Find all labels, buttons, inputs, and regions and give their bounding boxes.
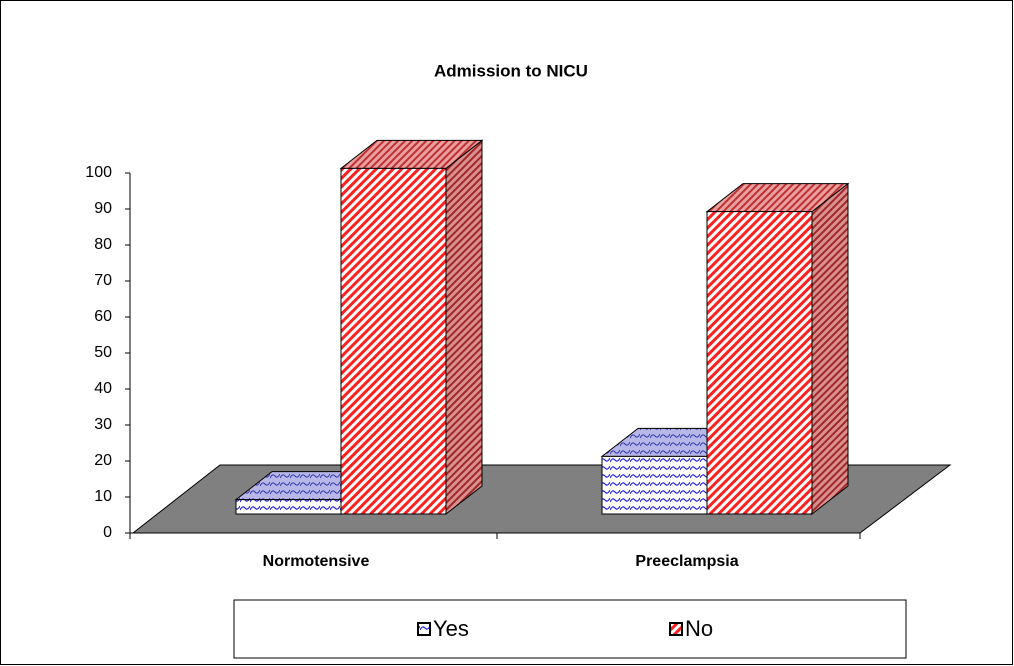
- bar: [340, 167, 447, 515]
- y-tick-label: 70: [94, 272, 112, 289]
- y-tick-label: 100: [85, 164, 112, 181]
- bar: [235, 499, 342, 515]
- legend-swatch: [417, 622, 431, 636]
- legend-label: No: [685, 616, 713, 641]
- y-tick-label: 50: [94, 344, 112, 361]
- y-tick-label: 40: [94, 380, 112, 397]
- y-tick-label: 20: [94, 452, 112, 469]
- chart-title: Admission to NICU: [434, 61, 588, 80]
- x-tick-label: Normotensive: [263, 553, 370, 570]
- y-tick-label: 80: [94, 236, 112, 253]
- bar-side: [445, 139, 483, 516]
- legend-swatch: [669, 622, 683, 636]
- legend: [233, 599, 907, 659]
- bar-side: [811, 182, 849, 516]
- y-tick-label: 90: [94, 200, 112, 217]
- x-tick-label: Preeclampsia: [635, 553, 738, 570]
- legend-label: Yes: [433, 616, 469, 641]
- bar: [706, 211, 813, 515]
- y-tick-label: 0: [103, 524, 112, 541]
- bar: [601, 455, 708, 515]
- y-tick-label: 10: [94, 488, 112, 505]
- y-tick-label: 30: [94, 416, 112, 433]
- y-tick-label: 60: [94, 308, 112, 325]
